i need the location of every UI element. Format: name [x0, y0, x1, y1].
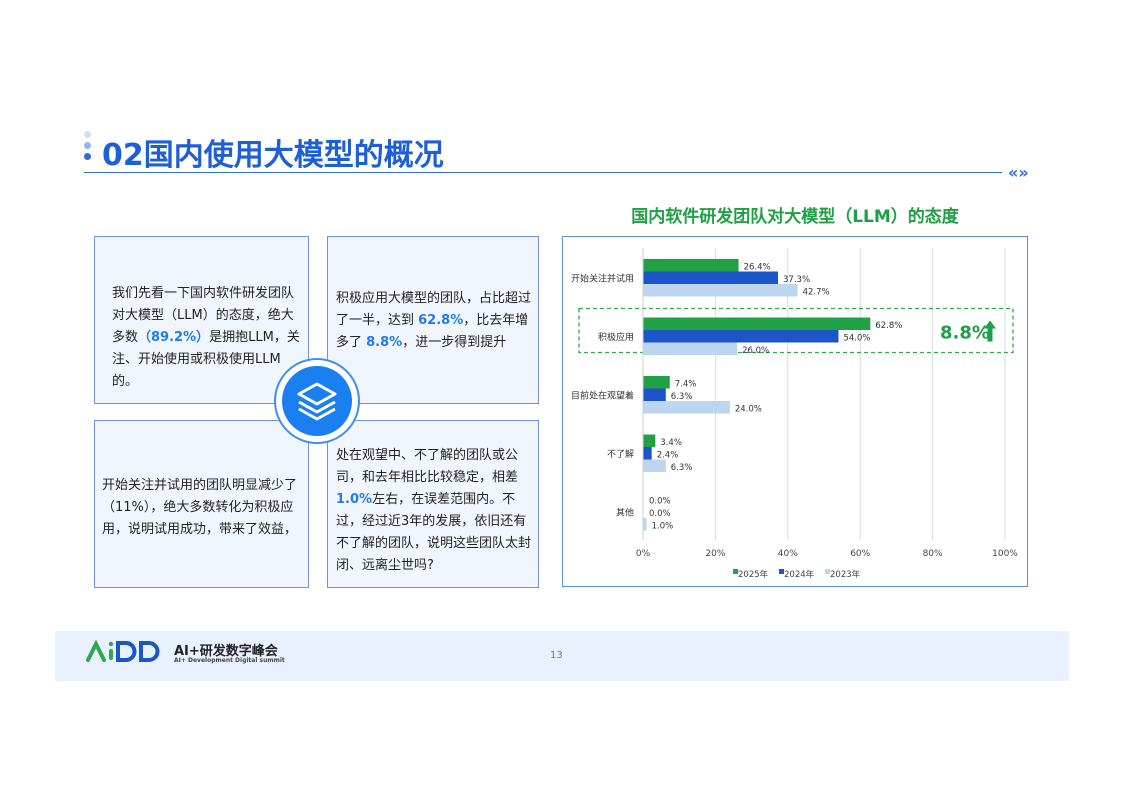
x-tick-label: 0%	[636, 549, 651, 559]
x-tick-label: 100%	[992, 549, 1018, 559]
data-label: 24.0%	[735, 405, 762, 415]
box-text: 我们先看一下国内软件研发团队对大模型（LLM）的态度，绝大多数（89.2%）是拥…	[112, 286, 300, 389]
box-bottom-left: 开始关注并试用的团队明显减少了（11%），绝大多数转化为积极应用，说明试用成功，…	[94, 420, 309, 588]
x-tick-label: 80%	[923, 549, 943, 559]
box-bottom-right: 处在观望中、不了解的团队或公司，和去年相比比较稳定，相差1.0%左右，在误差范围…	[327, 420, 539, 588]
bar-2023年	[643, 342, 738, 355]
legend-label: 2023年	[830, 569, 861, 580]
highlight-box	[578, 307, 1014, 354]
data-label: 42.7%	[803, 288, 830, 298]
x-tick-label: 20%	[705, 549, 725, 559]
data-label: 3.4%	[660, 438, 682, 448]
category-label: 积极应用	[598, 331, 634, 343]
arrow-up-icon	[984, 320, 996, 342]
annotation-label: 8.8%	[940, 323, 990, 344]
legend-swatch	[779, 569, 784, 574]
data-label: 26.4%	[744, 263, 771, 273]
bar-2024年	[643, 388, 666, 401]
bar-2023年	[643, 518, 647, 531]
chart-frame	[562, 236, 1028, 587]
double-chevron-icon: «»	[1008, 163, 1029, 182]
layers-icon	[297, 382, 337, 421]
data-label: 7.4%	[675, 380, 697, 390]
legend-swatch	[733, 569, 738, 574]
bar-2024年	[643, 330, 839, 343]
data-label: 6.3%	[671, 463, 693, 473]
data-label: 54.0%	[843, 334, 870, 344]
page-number: 13	[550, 650, 563, 661]
bar-2025年	[643, 259, 739, 272]
brand-name-en: AI+ Development Digital summit	[174, 657, 285, 664]
data-label: 6.3%	[671, 392, 693, 402]
bar-2025年	[643, 376, 670, 389]
data-label: 26.0%	[742, 346, 769, 356]
box-text: 积极应用大模型的团队，占比超过了一半，达到 62.8%，比去年增多了 8.8%，…	[336, 291, 532, 350]
page-title: 02国内使用大模型的概况	[102, 138, 444, 173]
category-label: 目前处在观望着	[571, 389, 634, 401]
data-label: 1.0%	[652, 522, 674, 532]
category-label: 其他	[616, 506, 634, 518]
legend-swatch	[825, 569, 830, 574]
data-label: 0.0%	[649, 509, 671, 519]
bar-2023年	[643, 401, 730, 414]
category-label: 开始关注并试用	[571, 272, 634, 284]
bar-2023年	[643, 284, 798, 297]
bar-2024年	[643, 271, 779, 284]
box-top-right: 积极应用大模型的团队，占比超过了一半，达到 62.8%，比去年增多了 8.8%，…	[327, 236, 539, 404]
box-text: 开始关注并试用的团队明显减少了（11%），绝大多数转化为积极应用，说明试用成功，…	[102, 478, 298, 537]
bar-2023年	[643, 459, 666, 472]
legend-label: 2025年	[738, 569, 769, 580]
chart-title: 国内软件研发团队对大模型（LLM）的态度	[631, 207, 959, 227]
footer: AI+研发数字峰会 AI+ Development Digital summit…	[55, 631, 1069, 681]
bar-2025年	[643, 434, 656, 447]
box-top-left: 我们先看一下国内软件研发团队对大模型（LLM）的态度，绝大多数（89.2%）是拥…	[94, 236, 309, 404]
data-label: 62.8%	[875, 321, 902, 331]
center-badge	[274, 358, 360, 444]
data-label: 0.0%	[649, 497, 671, 507]
data-label: 37.3%	[783, 275, 810, 285]
x-tick-label: 60%	[850, 549, 870, 559]
title-divider	[84, 172, 1002, 173]
x-tick-label: 40%	[778, 549, 798, 559]
box-text: 处在观望中、不了解的团队或公司，和去年相比比较稳定，相差1.0%左右，在误差范围…	[336, 448, 532, 573]
bar-2024年	[643, 447, 652, 460]
legend-label: 2024年	[784, 569, 815, 580]
aidd-logo	[86, 640, 160, 662]
brand-name: AI+研发数字峰会	[174, 644, 278, 659]
data-label: 2.4%	[657, 451, 679, 461]
bar-2025年	[643, 317, 871, 330]
title-dots-decoration	[84, 131, 92, 164]
category-label: 不了解	[607, 448, 634, 460]
